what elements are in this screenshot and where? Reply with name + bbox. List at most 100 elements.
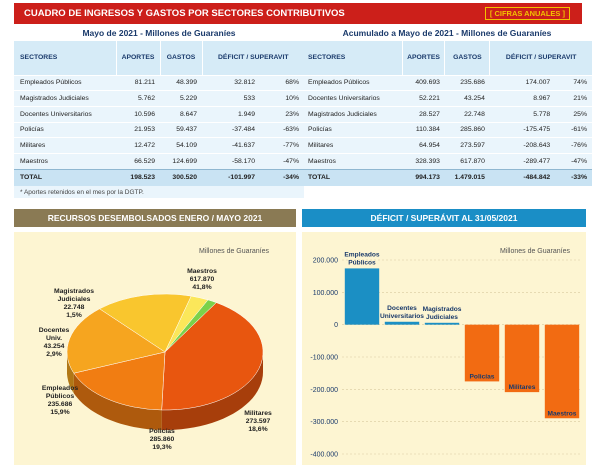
total-cell: 994.173 (402, 168, 445, 187)
bar-category-label: Militares (509, 384, 536, 391)
bar (384, 321, 420, 325)
pie-slice-side (73, 373, 162, 430)
pie-label-pct: 15,9% (50, 409, 69, 416)
banner-title: CUADRO DE INGRESOS Y GASTOS POR SECTORES… (24, 8, 345, 19)
y-tick-label: -400.000 (310, 452, 338, 459)
pie-label-value: 285.860 (150, 436, 175, 443)
table-row: Maestros 328.393 617.870 -289.477 -47% (302, 152, 592, 170)
monthly-table: SECTORES APORTES GASTOS DÉFICIT / SUPERA… (14, 41, 304, 187)
value-cell: 285.860 (444, 121, 490, 138)
sector-cell: Docentes Universitarios (302, 90, 403, 107)
pie-label-pct: 41,8% (192, 284, 211, 291)
sector-cell: Policías (14, 121, 116, 138)
value-cell: 74% (555, 74, 592, 91)
total-cell: 1.479.015 (444, 168, 490, 187)
pie-label-value: 617.870 (190, 276, 215, 283)
bar (424, 322, 460, 325)
value-cell: -208.643 (489, 137, 556, 154)
value-cell: 23% (260, 105, 304, 123)
table-row: Empleados Públicos 409.693 235.686 174.007 7… (302, 74, 592, 91)
pie-slice (66, 308, 166, 374)
col-gastos: GASTOS (159, 41, 202, 75)
value-cell: 81.211 (116, 74, 160, 91)
value-cell: -61% (555, 121, 592, 138)
value-cell: 68% (260, 74, 304, 91)
value-cell: 1.949 (202, 105, 260, 123)
y-tick-label: -100.000 (310, 355, 338, 362)
y-tick-label: 0 (334, 322, 338, 329)
bar-subtitle: Millones de Guaraníes (500, 248, 571, 255)
value-cell: 5.778 (489, 105, 556, 123)
total-cell: -33% (555, 168, 592, 187)
value-cell: 533 (202, 90, 260, 107)
cumulative-table-panel: Acumulado a Mayo de 2021 - Millones de G… (302, 25, 592, 187)
bar-chart-box: Millones de Guaraníes 200.000 100.000 0 -100… (302, 232, 586, 465)
value-cell: 8.967 (489, 90, 556, 107)
value-cell: 21% (555, 90, 592, 107)
sector-cell: Empleados Públicos (302, 74, 403, 91)
pie-slice (73, 351, 166, 411)
col-deficit: DÉFICIT / SUPERAVIT (201, 41, 304, 75)
pie-slice (164, 299, 217, 353)
col-aportes: APORTES (115, 41, 160, 75)
value-cell: 43.254 (444, 90, 490, 107)
pie-label-name: Magistrados Judiciales (54, 288, 94, 303)
pie-chart-box: Millones de Guaraníes Maestros 617.870 41,8… (14, 232, 296, 465)
sector-cell: Empleados Públicos (14, 74, 116, 91)
value-cell: 617.870 (444, 152, 490, 170)
bar-section-title: DÉFICIT / SUPERÁVIT AL 31/05/2021 (302, 209, 586, 227)
total-row: TOTAL 198.523 300.520 -101.997 -34% (14, 168, 304, 187)
value-cell: -58.170 (202, 152, 260, 170)
value-cell: 59.437 (160, 121, 202, 138)
pie-slice-side (67, 352, 74, 394)
total-cell: 300.520 (160, 168, 202, 187)
header-banner: CUADRO DE INGRESOS Y GASTOS POR SECTORES… (14, 3, 582, 24)
value-cell: 409.693 (402, 74, 445, 91)
value-cell: 10% (260, 90, 304, 107)
value-cell: 328.393 (402, 152, 445, 170)
total-cell: -484.842 (489, 168, 556, 187)
value-cell: 8.647 (160, 105, 202, 123)
value-cell: 174.007 (489, 74, 556, 91)
table-row: Policías 110.384 285.860 -175.475 -61% (302, 121, 592, 138)
table-row: Militares 64.954 273.597 -208.643 -76% (302, 137, 592, 154)
sector-cell: Magistrados Judiciales (14, 90, 116, 107)
pie-label-name: Policías (149, 428, 175, 435)
bar (544, 324, 580, 419)
value-cell: 54.109 (160, 137, 202, 154)
y-tick-label: -300.000 (310, 419, 338, 426)
col-sectores: SECTORES (14, 41, 116, 75)
footnote: * Aportes retenidos en el mes por la DGT… (14, 186, 304, 199)
pie-label-value: 43.254 (44, 343, 65, 350)
pie-label-name: Maestros (187, 268, 217, 275)
bar-category-label: Magistrados Judiciales (423, 306, 462, 321)
monthly-table-panel: Mayo de 2021 - Millones de Guaraníes SEC… (14, 25, 304, 199)
pie-label-pct: 19,3% (152, 444, 171, 451)
y-tick-label: -200.000 (310, 387, 338, 394)
table-row: Militares 12.472 54.109 -41.637 -77% (14, 137, 304, 154)
total-cell: -101.997 (202, 168, 260, 187)
value-cell: 22.748 (444, 105, 490, 123)
cumulative-table-title: Acumulado a Mayo de 2021 - Millones de G… (342, 28, 552, 38)
pie-label-name: Militares (244, 410, 272, 417)
table-row: Policías 21.953 59.437 -37.484 -63% (14, 121, 304, 138)
y-tick-label: 200.000 (313, 258, 338, 265)
table-row: Magistrados Judiciales 5.762 5.229 533 10% (14, 90, 304, 107)
value-cell: 21.953 (116, 121, 160, 138)
pie-label-pct: 1,5% (66, 312, 82, 319)
sector-cell: Docentes Universitarios (14, 105, 116, 123)
pie-label-name: Docentes Univ. (39, 327, 70, 342)
value-cell: 5.229 (160, 90, 202, 107)
value-cell: -41.637 (202, 137, 260, 154)
sector-cell: Maestros (302, 152, 403, 170)
pie-slice (161, 302, 264, 411)
bar-category-label: Maestros (548, 410, 577, 417)
sector-cell: Maestros (14, 152, 116, 170)
col-deficit: DÉFICIT / SUPERAVIT (489, 41, 592, 75)
value-cell: -47% (260, 152, 304, 170)
value-cell: 28.527 (402, 105, 445, 123)
value-cell: 25% (555, 105, 592, 123)
